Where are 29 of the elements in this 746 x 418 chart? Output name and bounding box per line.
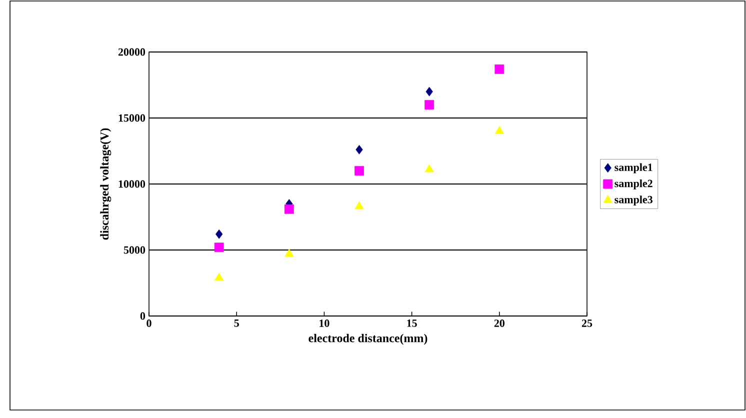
y-tick-label: 0: [140, 312, 146, 320]
point: [284, 248, 294, 257]
point: [494, 64, 504, 74]
y-tick-label: 10000: [118, 180, 146, 188]
y-axis-title: discahrged voltage(V): [100, 128, 112, 240]
x-tick-label: 15: [407, 320, 417, 327]
legend-label: sample2: [614, 179, 652, 190]
x-tick-label: 20: [494, 320, 504, 327]
x-axis-title: electrode distance(mm): [308, 334, 428, 345]
point: [424, 100, 434, 110]
point: [354, 166, 364, 176]
legend-label: sample3: [614, 196, 652, 206]
point: [284, 204, 294, 214]
point: [216, 229, 223, 239]
legend-label: sample1: [614, 163, 652, 174]
point: [354, 201, 364, 210]
point: [494, 126, 504, 134]
y-tick-label: 5000: [124, 246, 146, 254]
x-tick-label: 10: [320, 320, 330, 327]
point: [214, 272, 224, 280]
y-tick-label: 20000: [118, 48, 146, 56]
x-tick-label: 5: [234, 320, 239, 327]
y-tick-label: 15000: [118, 114, 146, 122]
point: [356, 144, 363, 154]
point: [214, 242, 224, 252]
x-tick-label: 0: [146, 320, 152, 327]
x-tick-label: 25: [582, 320, 592, 327]
point: [426, 86, 433, 96]
point: [424, 164, 434, 172]
